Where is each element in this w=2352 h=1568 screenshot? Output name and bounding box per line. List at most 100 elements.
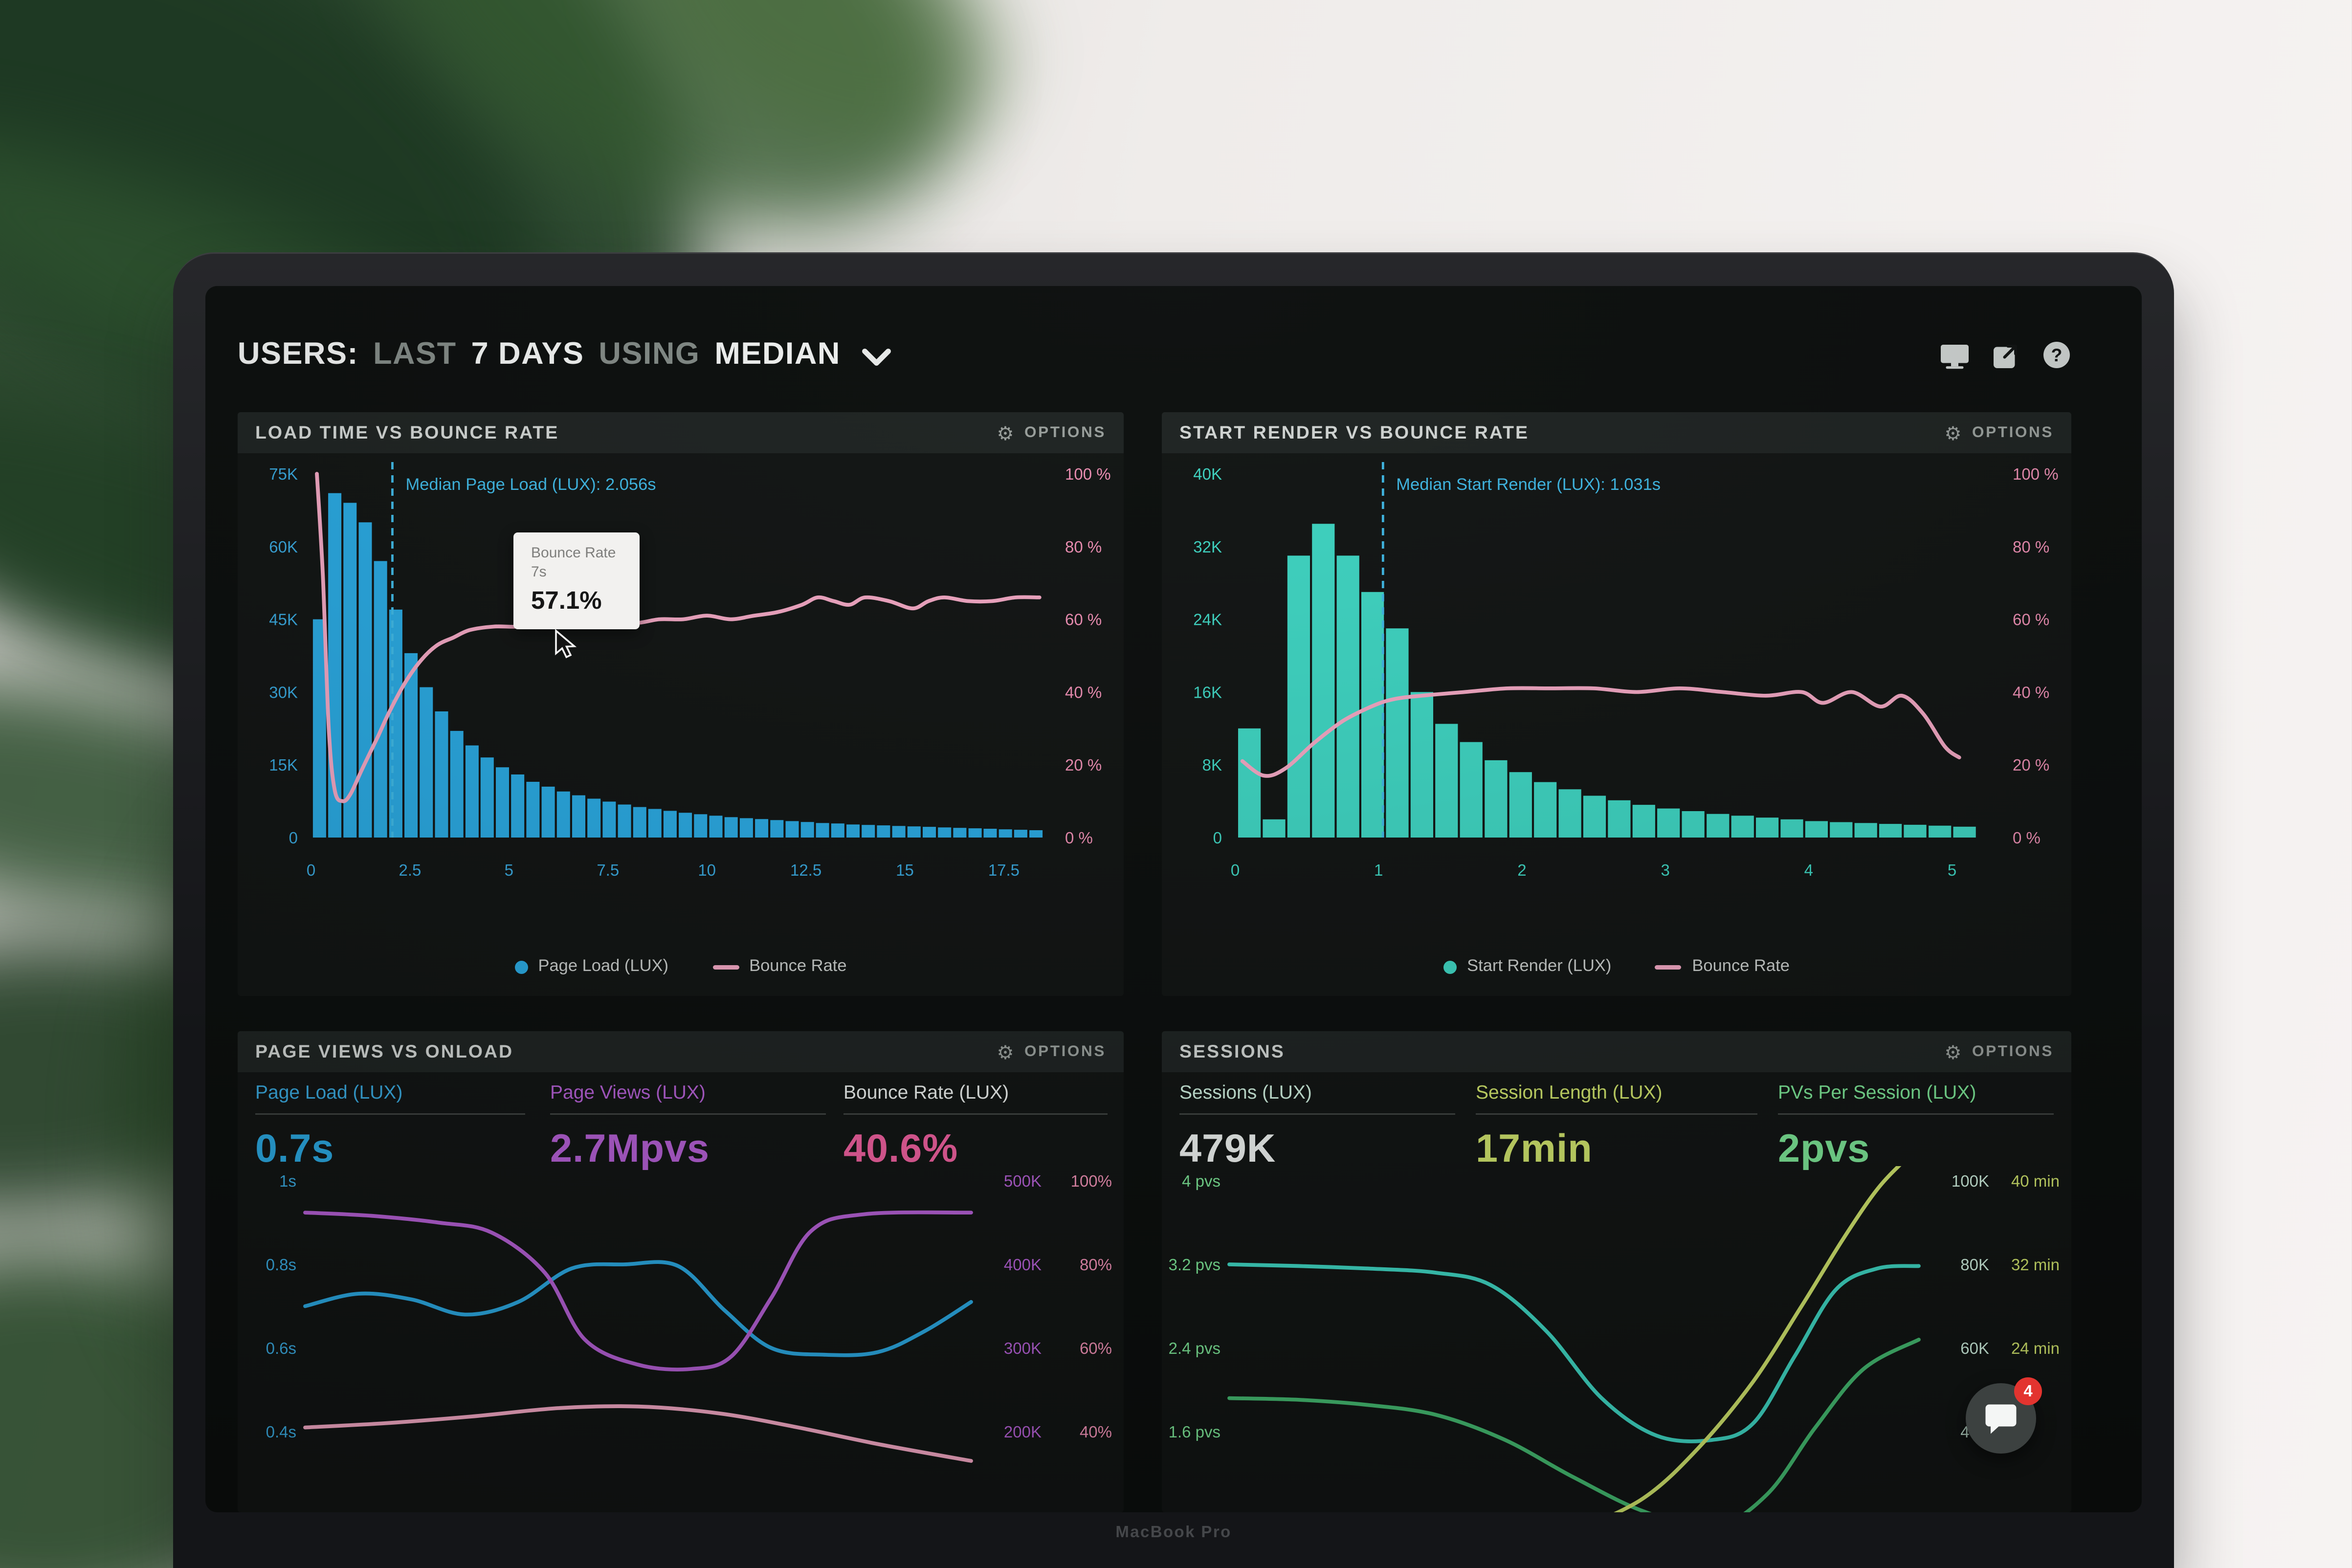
histogram-bar [526,782,540,838]
histogram-bar [1287,555,1310,838]
y-axis-tick: 1s [279,1172,296,1190]
histogram-bar [1312,524,1335,838]
histogram-bar [1263,819,1286,838]
histogram-bar [1238,728,1261,838]
panel-header: START RENDER VS BOUNCE RATE ⚙ OPTIONS [1162,412,2071,453]
histogram-bar [312,619,326,838]
metric-bounce-rate: Bounce Rate (LUX) 40.6% [843,1081,1108,1172]
histogram-bar [998,829,1012,838]
y2-axis-tick: 40% [1080,1423,1112,1441]
histogram-bar [755,819,769,838]
histogram-bar [1780,819,1803,838]
median-label: Median Start Render (LUX): 1.031s [1396,475,1661,494]
histogram-bar [450,730,464,838]
y-axis-tick: 4 pvs [1182,1172,1220,1190]
users-range-dropdown[interactable]: USERS: LAST 7 DAYS USING MEDIAN [238,337,892,373]
histogram-bar [435,711,448,838]
series-line [1227,1338,1921,1512]
y2-axis-tick: 60K [1960,1339,1989,1357]
y2-axis-tick: 0 % [2013,829,2041,847]
options-button[interactable]: ⚙ OPTIONS [1944,1042,2054,1061]
y2-axis-tick: 60 % [2013,611,2049,629]
histogram-bar [1534,782,1557,838]
metric-value: 2pvs [1778,1126,1870,1170]
histogram-bar [1558,789,1581,838]
panel-header: PAGE VIEWS VS ONLOAD ⚙ OPTIONS [238,1031,1124,1072]
help-icon[interactable]: ? [2042,340,2071,370]
panel-title: START RENDER VS BOUNCE RATE [1179,422,1530,443]
options-label: OPTIONS [1024,424,1106,442]
histogram-bar [1386,628,1409,838]
options-button[interactable]: ⚙ OPTIONS [997,423,1106,442]
histogram-bar [1830,822,1853,838]
y2-axis-tick: 200K [1004,1423,1042,1441]
y2-axis-tick: 100 % [1065,465,1111,483]
panel-start-render-vs-bounce-rate: START RENDER VS BOUNCE RATE ⚙ OPTIONS 40… [1162,412,2071,996]
metric-label: Page Views (LUX) [550,1081,826,1115]
y-axis-tick: 0.4s [266,1423,296,1441]
load-time-chart: 75K 60K 45K 30K 15K 0 100 % 80 % 60 % 40 % 20 % 0 %… [238,453,1124,937]
legend-line-swatch [1655,964,1682,969]
options-button[interactable]: ⚙ OPTIONS [997,1042,1106,1061]
y2-axis-tick: 0 % [1065,829,1093,847]
panel-load-time-vs-bounce-rate: LOAD TIME VS BOUNCE RATE ⚙ OPTIONS 75K 60… [238,412,1124,996]
gear-icon: ⚙ [997,1040,1016,1063]
top-icon-group: ? [1939,340,2071,370]
legend-label: Bounce Rate [1692,958,1790,975]
legend-item: Bounce Rate [712,958,847,975]
histogram-bar [511,774,525,838]
x-axis-tick: 3 [1661,861,1669,879]
y-axis-tick: 16K [1193,683,1222,701]
y2-axis-tick: 20 % [1065,756,1102,774]
title-segment: USERS: [238,337,359,371]
y2-axis-tick: 100% [1071,1172,1112,1190]
histogram-bar [800,822,814,838]
legend-item: Page Load (LUX) [514,958,668,975]
median-label: Median Page Load (LUX): 2.056s [405,475,656,494]
legend-dot-swatch [1443,960,1457,973]
legend-line-swatch [712,964,739,969]
histogram-bar [358,522,372,838]
histogram-bar [480,757,494,838]
chat-widget-button[interactable]: 4 [1966,1377,2042,1454]
metric-label: Page Load (LUX) [255,1081,525,1115]
histogram-bar [1410,692,1433,838]
histogram-bar [1460,742,1483,838]
options-label: OPTIONS [1972,424,2054,442]
y2-axis-tick: 80 % [2013,538,2049,556]
histogram-bar [1435,724,1458,838]
histogram-bar [785,821,799,838]
legend-dot-swatch [514,960,528,973]
x-axis-tick: 0 [307,861,315,879]
y2-axis-tick: 32 min [2011,1256,2060,1274]
bounce-rate-line [1240,686,1961,778]
legend-label: Page Load (LUX) [538,958,669,975]
histogram-bar [1805,821,1828,838]
chart-legend: Page Load (LUX) Bounce Rate [238,937,1124,996]
panel-sessions: SESSIONS ⚙ OPTIONS Sessions (LUX) 479K S… [1162,1031,2071,1512]
histogram-bar [892,826,906,838]
histogram-bar [389,609,402,838]
x-axis-tick: 1 [1374,861,1383,879]
x-axis-tick: 0 [1231,861,1240,879]
x-axis-tick: 2.5 [399,861,421,879]
histogram-bar [1879,824,1902,838]
histogram-bar [404,653,418,838]
share-icon[interactable] [1992,341,2020,369]
y2-axis-tick: 500K [1004,1172,1042,1190]
metric-label: Bounce Rate (LUX) [843,1081,1108,1115]
panel-title: LOAD TIME VS BOUNCE RATE [255,422,559,443]
chat-unread-badge: 4 [2014,1377,2042,1405]
histogram-bar [816,823,829,838]
metric-value: 40.6% [843,1126,958,1170]
metric-session-length: Session Length (LUX) 17min [1476,1081,1757,1172]
y-axis-tick: 32K [1193,538,1222,556]
metric-row: Sessions (LUX) 479K Session Length (LUX)… [1162,1072,2071,1170]
display-icon[interactable] [1939,341,1970,369]
options-button[interactable]: ⚙ OPTIONS [1944,423,2054,442]
chat-bubble-icon [1985,1404,2017,1433]
x-axis-tick: 5 [505,861,513,879]
legend-item: Bounce Rate [1655,958,1790,975]
